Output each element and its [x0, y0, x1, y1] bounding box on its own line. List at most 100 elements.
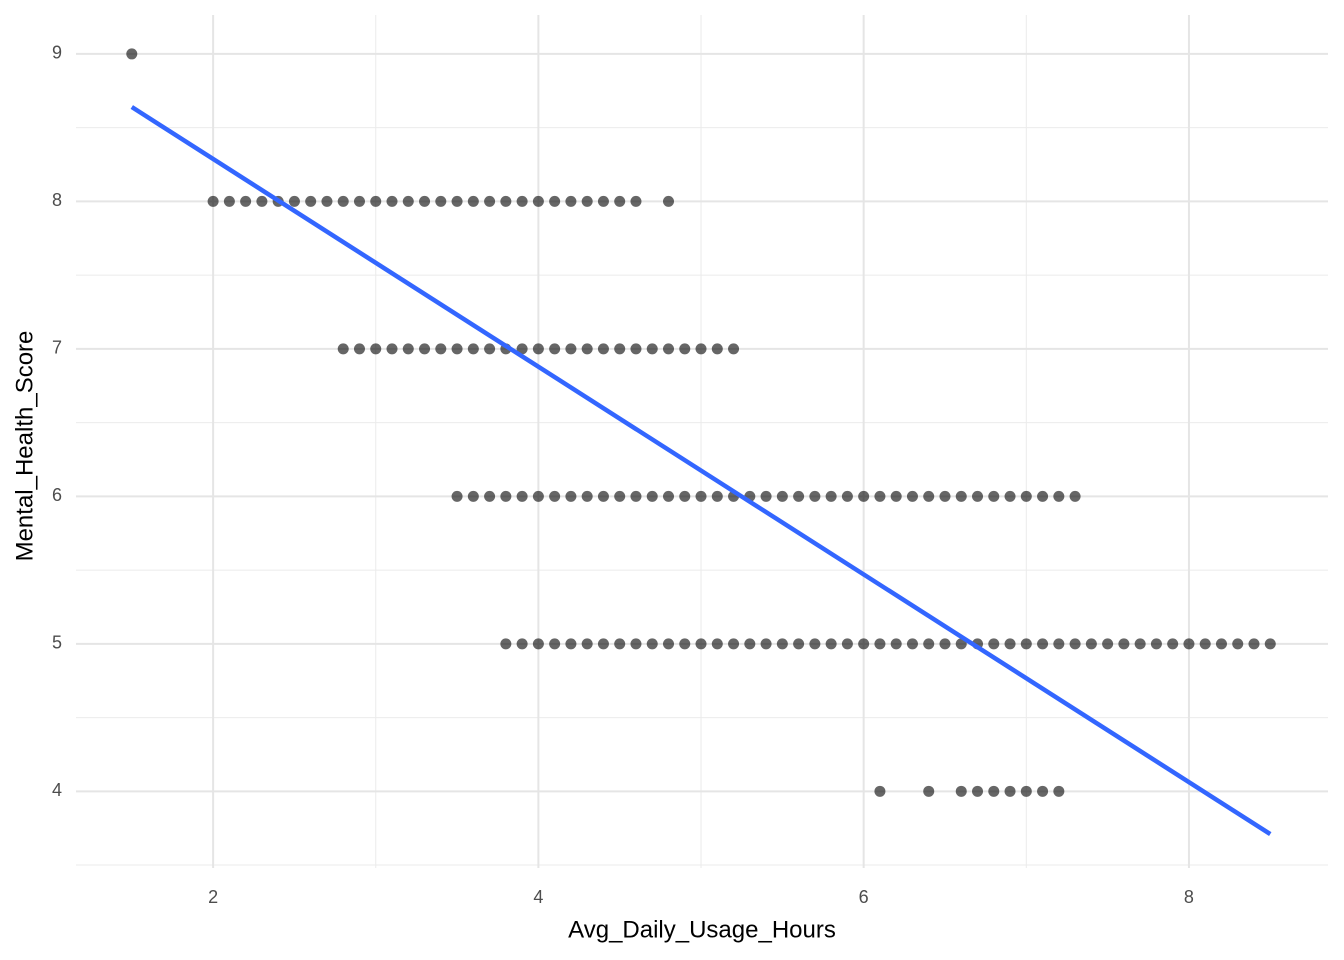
point	[223, 195, 235, 207]
y-axis-title: Mental_Health_Score	[11, 331, 38, 562]
point	[581, 343, 593, 355]
point	[890, 638, 902, 650]
point	[711, 490, 723, 502]
point	[972, 490, 984, 502]
point	[614, 638, 626, 650]
point	[1004, 785, 1016, 797]
point	[516, 638, 528, 650]
y-tick-label: 8	[52, 190, 62, 210]
point	[532, 490, 544, 502]
point	[467, 490, 479, 502]
point	[630, 195, 642, 207]
point	[939, 490, 951, 502]
point	[500, 195, 512, 207]
point	[630, 343, 642, 355]
point	[679, 343, 691, 355]
point	[646, 638, 658, 650]
point	[923, 785, 935, 797]
point	[728, 638, 740, 650]
point	[614, 490, 626, 502]
point	[955, 785, 967, 797]
point	[760, 638, 772, 650]
point	[776, 490, 788, 502]
point	[923, 490, 935, 502]
point	[1232, 638, 1244, 650]
point	[972, 785, 984, 797]
point	[1037, 785, 1049, 797]
y-tick-label: 5	[52, 633, 62, 653]
point	[793, 490, 805, 502]
point	[662, 195, 674, 207]
x-axis-title: Avg_Daily_Usage_Hours	[568, 916, 836, 943]
point	[1053, 638, 1065, 650]
point	[906, 490, 918, 502]
point	[288, 195, 300, 207]
point	[597, 195, 609, 207]
point	[516, 343, 528, 355]
y-tick-label: 7	[52, 338, 62, 358]
point	[744, 638, 756, 650]
point	[451, 343, 463, 355]
point	[646, 490, 658, 502]
point	[695, 638, 707, 650]
point	[597, 490, 609, 502]
point	[532, 195, 544, 207]
point	[451, 490, 463, 502]
point	[955, 490, 967, 502]
point	[614, 195, 626, 207]
point	[565, 638, 577, 650]
point	[1199, 638, 1211, 650]
point	[256, 195, 268, 207]
point	[906, 638, 918, 650]
point	[1004, 638, 1016, 650]
point	[890, 490, 902, 502]
point	[1037, 638, 1049, 650]
point	[858, 490, 870, 502]
y-tick-label: 4	[52, 780, 62, 800]
point	[581, 490, 593, 502]
point	[419, 343, 431, 355]
point	[1020, 490, 1032, 502]
point	[695, 343, 707, 355]
point	[337, 195, 349, 207]
point	[321, 195, 333, 207]
point	[1069, 638, 1081, 650]
point	[370, 343, 382, 355]
point	[711, 343, 723, 355]
point	[1020, 638, 1032, 650]
point	[500, 638, 512, 650]
point	[500, 490, 512, 502]
point	[1085, 638, 1097, 650]
point	[923, 638, 935, 650]
point	[825, 638, 837, 650]
point	[337, 343, 349, 355]
point	[549, 490, 561, 502]
point	[305, 195, 317, 207]
point	[484, 490, 496, 502]
point	[988, 785, 1000, 797]
point	[402, 343, 414, 355]
point	[565, 490, 577, 502]
point	[516, 490, 528, 502]
point	[419, 195, 431, 207]
point	[532, 638, 544, 650]
point	[126, 48, 138, 60]
point	[240, 195, 252, 207]
point	[1118, 638, 1130, 650]
point	[776, 638, 788, 650]
point	[1183, 638, 1195, 650]
point	[1215, 638, 1227, 650]
point	[841, 638, 853, 650]
x-tick-label: 8	[1184, 887, 1194, 907]
point	[1069, 490, 1081, 502]
x-tick-label: 4	[533, 887, 543, 907]
point	[1053, 785, 1065, 797]
point	[597, 638, 609, 650]
point	[874, 638, 886, 650]
point	[451, 195, 463, 207]
point	[516, 195, 528, 207]
point	[532, 343, 544, 355]
point	[1053, 490, 1065, 502]
point	[988, 638, 1000, 650]
